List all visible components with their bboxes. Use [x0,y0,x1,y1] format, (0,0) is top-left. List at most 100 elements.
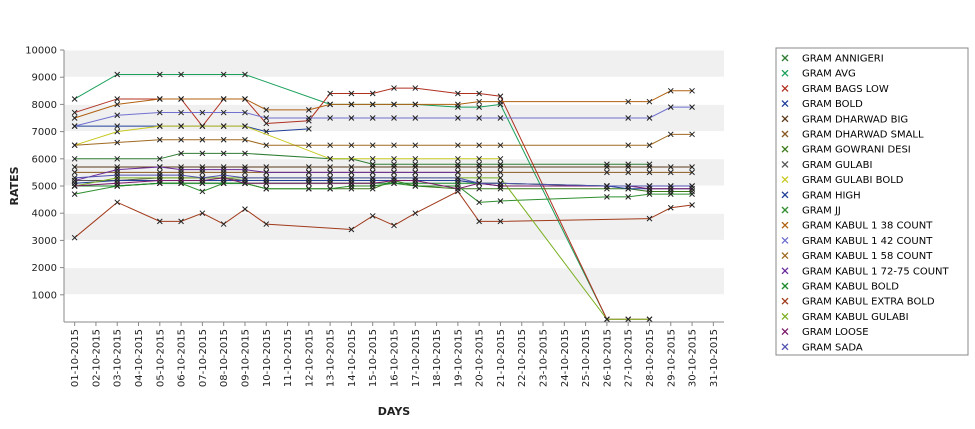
marker-stroke [689,87,695,94]
marker-stroke [327,174,333,181]
marker-stroke [178,166,184,173]
data-point-marker [412,174,419,181]
data-point-marker [71,123,78,130]
data-point-marker [689,87,695,94]
marker-stroke [646,191,653,198]
marker-stroke [497,98,504,105]
data-point-marker [625,169,632,176]
marker-stroke [476,155,483,162]
data-point-marker [369,90,376,97]
marker-stroke [242,180,248,187]
data-point-marker [263,164,270,170]
data-point-marker [689,104,695,110]
data-point-marker [114,112,121,119]
data-point-marker [220,136,227,143]
data-point-marker [369,115,376,121]
legend-item: GRAM GOWRANI DESI [781,145,911,156]
marker-stroke [220,221,227,227]
data-point-marker [71,155,78,162]
marker-stroke [263,180,270,187]
marker-stroke [646,183,653,189]
marker-stroke [369,115,376,121]
data-point-marker [369,169,376,176]
legend-item: GRAM HIGH [781,190,861,201]
x-tick-label: 24-10-2015 [560,329,571,387]
marker-stroke [391,174,397,181]
marker-stroke [263,142,270,149]
x-tick-label: 04-10-2015 [134,329,145,387]
y-tick-label: 9000 [32,73,57,84]
marker-stroke [391,142,397,149]
data-point-marker [305,106,312,113]
marker-stroke [625,316,632,323]
data-point-marker [263,180,270,187]
x-tick-label: 01-10-2015 [70,329,81,387]
data-point-marker [263,142,270,149]
data-point-marker [263,185,270,192]
legend-item: GRAM KABUL 1 42 COUNT [781,236,933,247]
marker-stroke [497,142,504,149]
marker-stroke [305,180,312,187]
x-tick-label: 12-10-2015 [304,329,315,387]
legend-label: GRAM HIGH [802,190,861,201]
data-point-marker [199,150,206,157]
x-tick-label: 30-10-2015 [688,329,699,387]
x-tick-label: 03-10-2015 [113,329,124,387]
data-point-marker [327,101,333,108]
data-point-marker [114,155,121,162]
marker-stroke [114,155,121,162]
marker-stroke [497,164,504,170]
marker-stroke [348,101,355,108]
legend-swatch [781,54,789,62]
data-point-marker [242,174,248,181]
data-point-marker [305,142,312,149]
marker-stroke [114,166,121,173]
x-tick-label: 10-10-2015 [262,329,273,387]
legend-swatch [781,221,789,229]
data-point-marker [476,142,483,149]
marker-stroke [242,96,248,102]
data-point-marker [348,174,355,181]
data-point-marker [391,155,397,162]
data-point-marker [242,180,248,187]
legend-label: GRAM KABUL BOLD [802,282,899,293]
legend-swatch [781,69,789,77]
marker-stroke [476,185,483,192]
data-point-marker [625,115,632,121]
legend-label: GRAM ANNIGERI [802,54,884,65]
marker-stroke [199,136,206,143]
data-point-marker [327,180,333,187]
legend-swatch [781,191,789,199]
legend-swatch [781,130,789,138]
data-point-marker [156,136,163,143]
data-point-marker [497,98,504,105]
marker-stroke [646,115,653,121]
data-point-marker [455,185,461,192]
x-tick-label: 18-10-2015 [432,329,443,387]
data-point-marker [646,98,653,105]
marker-stroke [476,180,483,187]
data-point-marker [327,174,333,181]
marker-stroke [455,169,461,176]
data-point-marker [242,96,248,102]
data-point-marker [220,172,227,178]
marker-stroke [220,136,227,143]
data-point-marker [114,166,121,173]
data-point-marker [263,120,270,127]
legend-label: GRAM KABUL 1 42 COUNT [802,236,933,247]
data-point-marker [369,213,376,219]
marker-stroke [391,115,397,121]
data-point-marker [476,115,483,121]
y-tick-label: 6000 [32,154,57,165]
data-point-marker [220,71,227,78]
x-tick-label: 02-10-2015 [91,329,102,387]
data-point-marker [348,164,355,170]
axes: 1000 2000 3000 4000 5000 6000 7000 8000 9000 1000… [25,46,724,387]
data-point-marker [156,109,163,116]
marker-stroke [348,180,355,187]
data-point-marker [327,169,333,176]
legend-item: GRAM GULABI [781,160,872,171]
marker-stroke [646,164,653,170]
x-tick-label: 29-10-2015 [666,329,677,387]
